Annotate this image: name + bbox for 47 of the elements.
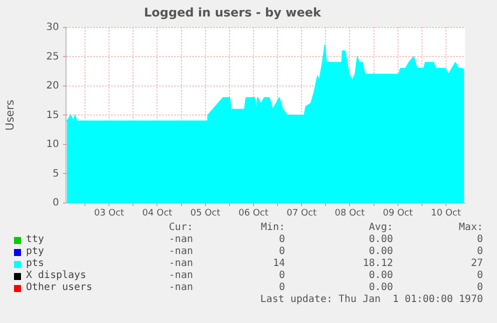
- text: -nan: [168, 234, 193, 245]
- text: 0: [476, 282, 483, 293]
- text: Min:: [260, 222, 285, 233]
- text: 0: [476, 270, 483, 281]
- text: 14: [272, 258, 285, 269]
- chart-title: Logged in users - by week: [144, 5, 322, 20]
- legend-label: pty: [26, 246, 44, 257]
- legend-label: pts: [26, 258, 44, 269]
- text: 0: [278, 234, 285, 245]
- text: 0: [278, 282, 285, 293]
- y-tick-label: 20: [46, 80, 59, 92]
- text: Max:: [458, 222, 483, 233]
- y-tick-label: 5: [52, 168, 59, 180]
- x-tick-label: 08 Oct: [334, 208, 366, 219]
- text: 18.12: [362, 258, 393, 269]
- x-tick-label: 10 Oct: [431, 208, 462, 219]
- text: -nan: [168, 282, 193, 293]
- y-tick-label: 30: [46, 22, 59, 33]
- text: 0.00: [368, 246, 393, 257]
- text: 0: [278, 246, 285, 257]
- text: -nan: [168, 270, 193, 281]
- text: 27: [470, 258, 483, 269]
- text: Avg:: [368, 222, 393, 233]
- text: -nan: [168, 246, 193, 257]
- text: 0.00: [368, 270, 393, 281]
- legend-label: Other users: [26, 282, 92, 293]
- y-tick-label: 25: [46, 51, 59, 62]
- x-tick-label: 04 Oct: [142, 208, 173, 219]
- x-tick-label: 09 Oct: [382, 208, 414, 219]
- text: 0: [476, 246, 483, 257]
- legend-label: tty: [26, 234, 44, 245]
- x-tick-label: 07 Oct: [286, 208, 317, 219]
- text: -nan: [168, 258, 193, 269]
- x-tick-label: 06 Oct: [238, 208, 269, 219]
- legend-label: X displays: [26, 270, 86, 281]
- y-axis-title: Users: [3, 100, 16, 131]
- text: 0: [476, 234, 483, 245]
- text: Cur:: [168, 222, 193, 233]
- y-tick-label: 15: [46, 110, 59, 121]
- x-tick-label: 05 Oct: [190, 208, 221, 219]
- text: 0.00: [368, 282, 393, 293]
- text: Last update: Thu Jan 1 01:00:00 1970: [260, 294, 483, 305]
- text: 0: [278, 270, 285, 281]
- y-tick-label: 10: [46, 139, 59, 150]
- y-tick-label: 0: [52, 198, 59, 209]
- text: 0.00: [368, 234, 393, 245]
- x-tick-label: 03 Oct: [94, 208, 125, 219]
